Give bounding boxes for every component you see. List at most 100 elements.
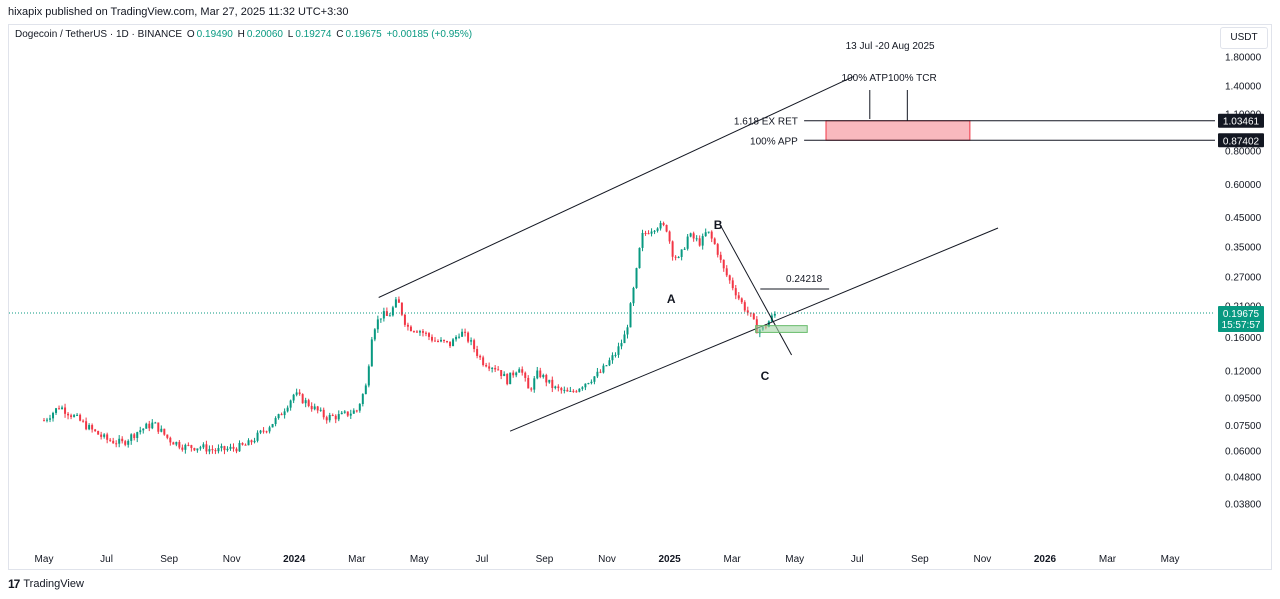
candle-body: [364, 385, 367, 395]
candle-body: [316, 406, 319, 411]
wave-b-trendline[interactable]: [719, 223, 793, 356]
target-zone[interactable]: [825, 120, 971, 141]
candle-body: [139, 430, 142, 433]
candle-body: [193, 448, 196, 451]
candle-body: [557, 386, 560, 389]
candle-body: [773, 313, 776, 316]
candle-body: [539, 370, 542, 378]
candle-body: [476, 349, 479, 356]
candle-body: [184, 444, 187, 450]
current-price-badge-text: 0.19675: [1223, 309, 1260, 320]
candle-body: [280, 414, 283, 416]
candle-body: [424, 332, 427, 334]
candle-body: [343, 411, 346, 413]
candle-body: [376, 319, 379, 330]
candle-body: [169, 437, 172, 443]
currency-button[interactable]: USDT: [1220, 27, 1268, 49]
candle-body: [196, 448, 199, 451]
candle-body: [301, 394, 304, 404]
candle-body: [322, 409, 325, 418]
candle-body: [373, 329, 376, 340]
upper-channel-line[interactable]: [378, 75, 855, 298]
candle-body: [659, 223, 662, 229]
candle-body: [382, 311, 385, 319]
candle-body: [340, 412, 343, 415]
candle-body: [461, 331, 464, 337]
x-tick-label: Nov: [223, 554, 241, 565]
candle-body: [497, 369, 500, 371]
candle-body: [719, 254, 722, 260]
lower-channel-line[interactable]: [509, 227, 999, 432]
candle-body: [566, 389, 569, 392]
x-tick-label: Sep: [160, 554, 178, 565]
candle-body: [397, 299, 400, 303]
candle-body: [524, 372, 527, 378]
candle-body: [653, 230, 656, 232]
candle-body: [328, 414, 331, 421]
candle-body: [223, 446, 226, 451]
y-tick-label: 0.35000: [1225, 242, 1262, 253]
candle-body: [79, 414, 82, 421]
y-tick-label: 0.45000: [1225, 213, 1262, 224]
resistance-label: 0.24218: [786, 274, 823, 285]
candle-body: [623, 334, 626, 344]
candle-body: [205, 444, 208, 452]
candle-body: [506, 373, 509, 385]
candle-body: [752, 313, 755, 320]
support-box[interactable]: [755, 325, 808, 333]
candle-body: [638, 247, 641, 269]
tradingview-brand[interactable]: 17 TradingView: [8, 577, 84, 591]
candle-body: [692, 233, 695, 239]
candle-body: [115, 443, 118, 445]
candle-body: [172, 442, 175, 445]
candle-body: [452, 339, 455, 347]
candle-body: [244, 444, 247, 446]
x-tick-label: 2026: [1034, 554, 1057, 565]
candle-body: [355, 410, 358, 412]
candle-body: [701, 236, 704, 246]
candle-body: [76, 414, 79, 416]
candle-body: [166, 434, 169, 438]
candle-body: [43, 420, 45, 422]
candle-body: [163, 428, 166, 435]
candle-body: [542, 375, 545, 378]
candle-body: [713, 238, 716, 245]
publisher-note: hixapix published on TradingView.com, Ma…: [8, 6, 349, 18]
candle-body: [662, 223, 665, 226]
candle-body: [265, 431, 268, 433]
candle-body: [241, 442, 244, 445]
candle-body: [430, 336, 433, 341]
candle-body: [665, 225, 668, 232]
candle-body: [635, 268, 638, 288]
candle-body: [707, 231, 710, 233]
candle-body: [319, 409, 322, 411]
candle-body: [482, 357, 485, 366]
tcr-label: 100% TCR: [888, 73, 937, 84]
candle-body: [262, 430, 265, 432]
candle-body: [455, 336, 458, 340]
candle-body: [533, 378, 536, 390]
candle-body: [656, 228, 659, 231]
candle-body: [421, 331, 424, 333]
candle-body: [443, 339, 446, 342]
candle-body: [313, 406, 316, 410]
candle-body: [103, 434, 106, 437]
candle-body: [572, 390, 575, 392]
symbol-info: Dogecoin / TetherUS · 1D · BINANCE O 0.19…: [15, 29, 474, 40]
x-tick-label: Jul: [851, 554, 864, 565]
candle-body: [512, 372, 515, 376]
y-tick-label: 0.27000: [1225, 272, 1262, 283]
x-tick-label: Mar: [1099, 554, 1117, 565]
app-label: 100% APP: [750, 136, 798, 147]
candle-body: [286, 407, 289, 412]
candle-body: [587, 383, 590, 385]
candle-body: [671, 241, 674, 257]
candle-body: [352, 410, 355, 414]
candle-body: [325, 417, 328, 421]
candle-body: [268, 427, 271, 432]
candle-body: [767, 321, 770, 328]
candle-body: [406, 324, 409, 327]
chart-frame[interactable]: [8, 24, 1272, 570]
candle-body: [734, 288, 737, 296]
